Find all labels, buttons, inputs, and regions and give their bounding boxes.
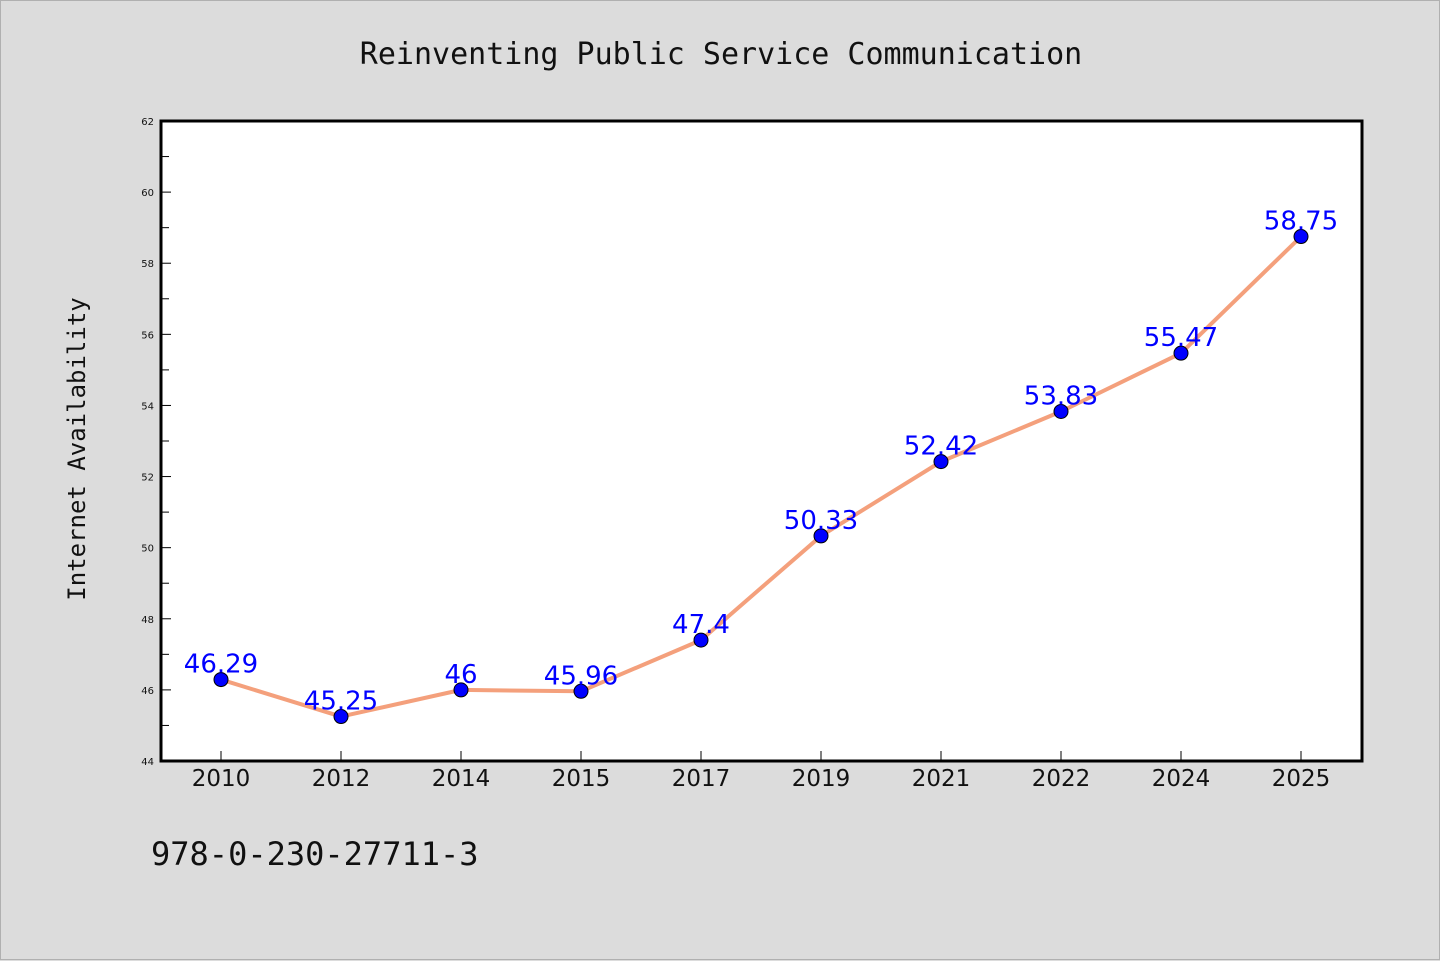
data-label: 55.47	[1144, 323, 1218, 353]
plot-area	[159, 119, 1364, 763]
data-point	[813, 528, 829, 544]
data-point	[1293, 229, 1309, 245]
y-tick-label: 62	[141, 117, 154, 128]
x-axis: 2010 2012 2014 2015 2017 2019 2021 2022 2024 2025	[192, 751, 1331, 792]
x-tick-label: 2022	[1032, 766, 1091, 792]
data-label: 46	[444, 660, 477, 690]
y-tick-label: 56	[141, 330, 154, 341]
data-label: 58.75	[1264, 207, 1338, 237]
data-label: 46.29	[184, 650, 258, 680]
data-label: 47.4	[672, 610, 730, 640]
data-point	[333, 709, 349, 725]
y-tick-label: 44	[141, 757, 154, 768]
y-tick-label: 46	[141, 686, 154, 697]
data-label: 52.42	[904, 432, 978, 462]
y-tick-label: 58	[141, 259, 154, 270]
x-tick-label: 2017	[672, 766, 731, 792]
y-axis: 44 46 48 50 52 54 56 58 60 62	[141, 117, 171, 768]
data-labels: 46.29 45.25 46 45.96 47.4 50.33 52.42 53.83 55.4…	[184, 207, 1338, 717]
isbn-text: 978-0-230-27711-3	[151, 835, 479, 873]
x-tick-label: 2010	[192, 766, 251, 792]
x-tick-label: 2024	[1152, 766, 1211, 792]
x-tick-label: 2021	[912, 766, 971, 792]
x-tick-label: 2014	[432, 766, 491, 792]
data-label: 45.96	[544, 661, 618, 691]
y-tick-label: 60	[141, 188, 154, 199]
x-tick-label: 2025	[1272, 766, 1331, 792]
series-line	[219, 234, 1303, 719]
data-point	[693, 632, 709, 648]
data-point	[213, 672, 229, 688]
data-point	[933, 454, 949, 470]
data-label: 45.25	[304, 687, 378, 717]
data-point	[1173, 345, 1189, 361]
data-label: 53.83	[1024, 381, 1098, 411]
y-tick-label: 50	[141, 544, 154, 555]
data-point	[573, 683, 589, 699]
y-tick-label: 48	[141, 615, 154, 626]
x-tick-label: 2015	[552, 766, 611, 792]
x-tick-label: 2012	[312, 766, 371, 792]
data-point	[1053, 403, 1069, 419]
series-line-group	[213, 229, 1309, 725]
y-axis-label: Internet Availability	[63, 297, 91, 600]
y-tick-label: 52	[141, 473, 154, 484]
y-tick-label: 54	[141, 401, 154, 412]
data-point	[453, 682, 469, 698]
data-label: 50.33	[784, 506, 858, 536]
chart-title: Reinventing Public Service Communication	[360, 37, 1082, 72]
x-tick-label: 2019	[792, 766, 851, 792]
